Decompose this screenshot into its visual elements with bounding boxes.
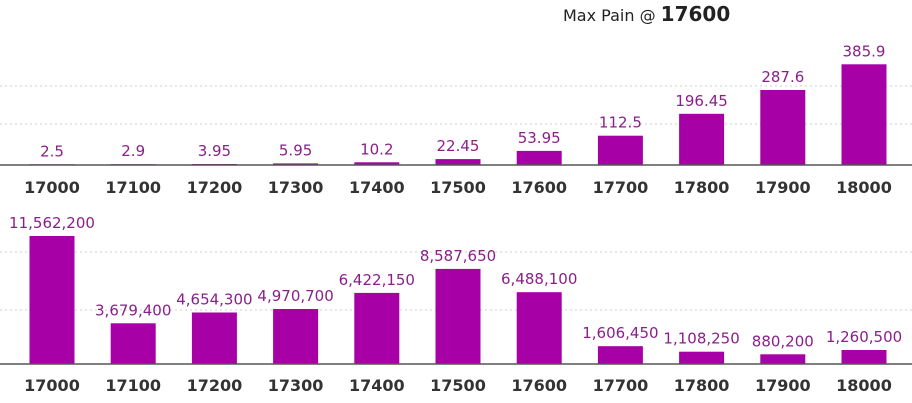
x-tick-label: 17000 <box>24 376 80 395</box>
bar <box>760 90 806 165</box>
bar <box>191 312 237 364</box>
bar <box>597 135 643 165</box>
bar <box>841 350 887 364</box>
bar <box>29 236 75 364</box>
x-tick-label: 17500 <box>430 376 486 395</box>
x-tick-label: 17400 <box>349 376 405 395</box>
premium-bar-chart: 2.5 17000 2.9 17100 3.95 17200 5.95 17300 10.2 17… <box>0 42 912 197</box>
x-tick-label: 17300 <box>268 376 324 395</box>
x-tick-label: 17100 <box>105 178 161 197</box>
data-label: 8,587,650 <box>420 247 496 265</box>
data-label: 385.9 <box>843 42 886 60</box>
data-label: 4,654,300 <box>176 291 252 309</box>
header: Max Pain @ 17600 <box>0 0 912 34</box>
bar <box>679 113 725 165</box>
bar <box>273 163 319 165</box>
data-label: 112.5 <box>599 114 642 132</box>
data-label: 196.45 <box>675 92 728 110</box>
open-interest-bar-chart: 11,562,200 17000 3,679,400 17100 4,654,300 17… <box>0 214 912 395</box>
bar <box>435 159 481 165</box>
data-label: 880,200 <box>752 332 814 350</box>
x-tick-label: 17700 <box>593 376 649 395</box>
bar <box>760 354 806 364</box>
bar <box>110 323 156 364</box>
data-label: 6,488,100 <box>501 270 577 288</box>
data-label: 1,108,250 <box>663 330 739 348</box>
x-tick-label: 17900 <box>755 178 811 197</box>
data-label: 53.95 <box>518 129 561 147</box>
data-label: 6,422,150 <box>339 271 415 289</box>
data-label: 1,260,500 <box>826 328 902 346</box>
data-label: 22.45 <box>437 137 480 155</box>
x-tick-label: 17100 <box>105 376 161 395</box>
data-label: 11,562,200 <box>9 214 95 232</box>
x-tick-label: 17200 <box>187 178 243 197</box>
data-label: 4,970,700 <box>257 287 333 305</box>
x-tick-label: 18000 <box>836 376 892 395</box>
bar <box>435 268 481 364</box>
x-tick-label: 17800 <box>674 178 730 197</box>
bar <box>679 351 725 364</box>
data-label: 3.95 <box>198 142 231 160</box>
x-tick-label: 17600 <box>511 376 567 395</box>
x-tick-label: 17600 <box>511 178 567 197</box>
x-tick-label: 17800 <box>674 376 730 395</box>
bar <box>841 64 887 165</box>
x-tick-label: 17700 <box>593 178 649 197</box>
max-pain-value: 17600 <box>660 2 731 26</box>
data-label: 5.95 <box>279 141 312 159</box>
x-tick-label: 17300 <box>268 178 324 197</box>
x-tick-label: 17500 <box>430 178 486 197</box>
data-label: 2.5 <box>40 142 64 160</box>
bar <box>597 346 643 364</box>
x-tick-label: 17000 <box>24 178 80 197</box>
x-tick-label: 17400 <box>349 178 405 197</box>
data-label: 10.2 <box>360 140 393 158</box>
bar <box>273 309 319 364</box>
bar <box>516 150 562 165</box>
max-pain-title: Max Pain @ 17600 <box>563 2 730 26</box>
bar <box>516 292 562 364</box>
data-label: 2.9 <box>121 142 145 160</box>
data-label: 3,679,400 <box>95 301 171 319</box>
x-tick-label: 17900 <box>755 376 811 395</box>
max-pain-label: Max Pain @ <box>563 6 656 25</box>
data-label: 1,606,450 <box>582 324 658 342</box>
bar <box>354 292 400 364</box>
x-tick-label: 17200 <box>187 376 243 395</box>
data-label: 287.6 <box>761 68 804 86</box>
x-tick-label: 18000 <box>836 178 892 197</box>
bar <box>354 162 400 165</box>
